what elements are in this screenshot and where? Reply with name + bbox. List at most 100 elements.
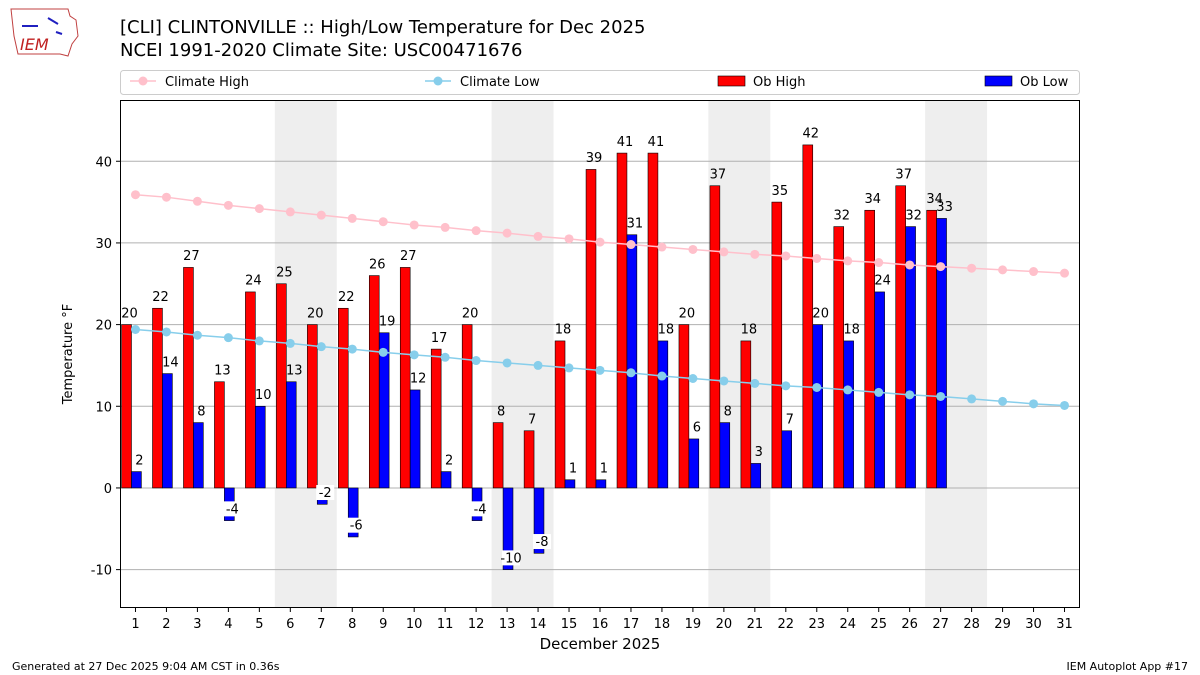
ob-low-bar-label: 1 [600, 462, 608, 477]
climate-low-point [719, 376, 729, 386]
climate-high-point [378, 217, 388, 227]
weekend-shade [491, 100, 554, 608]
ob-low-bar [564, 479, 576, 489]
x-tick-label: 4 [224, 617, 232, 632]
climate-low-point [533, 360, 543, 370]
climate-high-point [905, 260, 915, 270]
climate-high-point [750, 249, 760, 259]
ob-high-bar-label: 27 [183, 249, 200, 264]
ob-high-bar [709, 185, 721, 489]
ob-low-bar [936, 218, 947, 489]
ob-low-bar [285, 381, 297, 489]
legend-bar-swatch [984, 75, 1013, 87]
ob-high-bar [430, 348, 442, 489]
ob-high-bar-label: 13 [214, 364, 231, 379]
ob-high-bar-label: 22 [152, 290, 169, 305]
ob-high-bar [678, 324, 690, 489]
ob-low-bar-label-bg [223, 501, 242, 517]
ob-low-bar-label: 13 [286, 364, 303, 379]
ob-low-bar-label: 19 [379, 315, 396, 330]
climate-low-point [1029, 399, 1039, 409]
x-tick-label: 5 [255, 617, 263, 632]
climate-high-point [316, 210, 326, 220]
ob-low-bar-label: 8 [724, 404, 732, 419]
ob-low-bar-label: -2 [319, 486, 332, 501]
ob-high-bar-label: 32 [833, 208, 850, 223]
ob-low-bar [131, 471, 142, 489]
climate-high-point [285, 207, 295, 217]
climate-high-point [936, 262, 946, 272]
ob-low-bar-label: 3 [755, 445, 763, 460]
climate-high-point [192, 196, 202, 206]
y-axis-label: Temperature °F [61, 304, 76, 405]
x-tick-label: 17 [623, 617, 640, 632]
y-tick-label: 30 [95, 237, 112, 252]
climate-low-point [285, 338, 295, 348]
ob-high-bar-label: 18 [555, 323, 572, 338]
x-tick-label: 14 [530, 617, 547, 632]
x-tick-label: 31 [1056, 617, 1073, 632]
climate-high-point [1060, 268, 1070, 278]
climate-high-point [409, 220, 419, 230]
x-tick-label: 1 [131, 617, 139, 632]
x-tick-label: 15 [561, 617, 578, 632]
x-tick-label: 9 [379, 617, 387, 632]
x-tick-label: 27 [932, 617, 949, 632]
x-tick-label: 3 [193, 617, 201, 632]
ob-low-bar-label: -10 [500, 551, 521, 566]
ob-low-bar-label: 24 [874, 274, 891, 289]
ob-high-bar-label: 35 [772, 184, 789, 199]
x-tick-label: 28 [963, 617, 980, 632]
climate-high-point [874, 258, 884, 268]
x-tick-label: 29 [994, 617, 1011, 632]
climate-low-point [409, 350, 419, 360]
y-tick-label: 0 [104, 482, 112, 497]
x-axis-label: December 2025 [540, 635, 661, 653]
ob-low-bar [843, 340, 854, 489]
ob-high-bar [368, 275, 380, 489]
ob-low-bar-label: 1 [569, 462, 577, 477]
climate-low-point [998, 396, 1008, 406]
legend-label: Ob High [753, 75, 806, 90]
y-tick-label: -10 [91, 564, 112, 579]
chart-title: [CLI] CLINTONVILLE :: High/Low Temperatu… [120, 17, 646, 38]
climate-low-point [595, 365, 605, 375]
climate-high-point [626, 240, 636, 250]
climate-low-point [192, 330, 202, 340]
climate-low-point [874, 387, 884, 397]
climate-low-point [564, 363, 574, 373]
climate-high-point [223, 200, 233, 210]
ob-low-bar-label: 10 [255, 388, 272, 403]
climate-low-point [967, 394, 977, 404]
ob-high-bar [492, 422, 504, 489]
climate-low-point [936, 391, 946, 401]
climate-high-point [130, 190, 140, 200]
climate-high-point [347, 213, 357, 223]
ob-low-bar [162, 373, 173, 489]
ob-low-bar-label: 12 [410, 372, 427, 387]
ob-low-bar-label: 32 [905, 208, 922, 223]
ob-high-bar [245, 291, 256, 489]
ob-low-bar [595, 479, 607, 489]
ob-high-bar-label: 26 [369, 257, 386, 272]
climate-high-point [533, 231, 543, 241]
climate-low-point [254, 336, 264, 346]
ob-low-bar [750, 463, 762, 489]
ob-low-bar [347, 487, 359, 538]
climate-high-point [657, 242, 667, 252]
ob-low-bar-label: 31 [627, 217, 644, 232]
climate-high-point [254, 204, 264, 214]
x-tick-label: 8 [348, 617, 356, 632]
ob-high-bar-label: 8 [497, 404, 505, 419]
legend: Climate High Climate Low Ob High Ob Low [120, 70, 1080, 95]
ob-low-bar [533, 487, 545, 554]
x-tick-label: 21 [747, 617, 764, 632]
legend-label: Climate Low [460, 75, 540, 90]
ob-low-bar [440, 471, 452, 489]
climate-low-point [1060, 400, 1070, 410]
legend-bar-swatch [717, 75, 746, 87]
ob-high-bar [864, 209, 875, 489]
climate-high-point [1029, 267, 1039, 277]
x-tick-label: 20 [716, 617, 733, 632]
